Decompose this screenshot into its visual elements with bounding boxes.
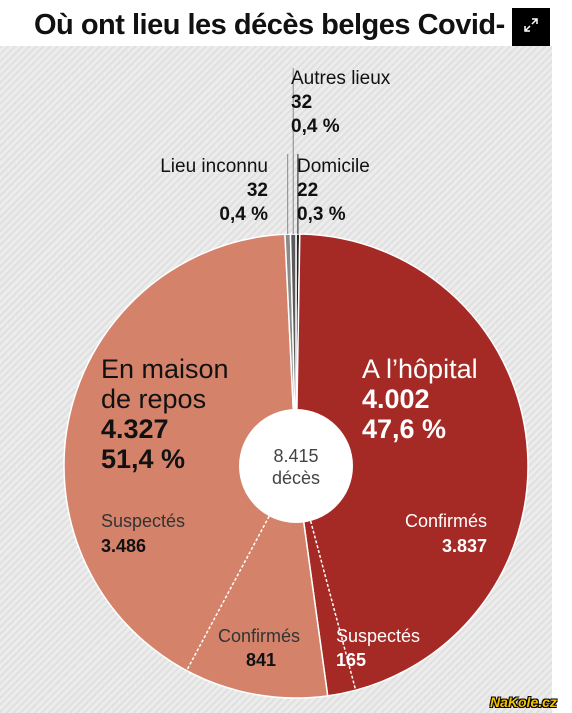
label-inconnu-name: Lieu inconnu	[160, 156, 268, 177]
label-maison-percent: 51,4 %	[101, 444, 185, 474]
label-maison-suspectes: Suspectés	[101, 511, 185, 531]
expand-button[interactable]	[512, 8, 550, 46]
label-inconnu-count: 32	[247, 180, 268, 201]
label-hopital-suspectes: Suspectés	[336, 626, 420, 646]
watermark: NaKole.cz	[490, 694, 557, 710]
label-domicile-name: Domicile	[297, 156, 370, 177]
label-maison-name-1: En maison	[101, 354, 229, 384]
slice-maison	[63, 233, 329, 699]
slice-hopital	[295, 233, 529, 697]
center-total-label: décès	[272, 468, 320, 488]
label-hopital-percent: 47,6 %	[362, 414, 446, 444]
label-domicile-count: 22	[297, 180, 318, 201]
label-hopital-suspectes-count: 165	[336, 650, 366, 670]
label-inconnu-percent: 0,4 %	[219, 204, 268, 225]
label-domicile-percent: 0,3 %	[297, 204, 346, 225]
label-maison-confirmes-count: 841	[246, 650, 276, 670]
label-autres-percent: 0,4 %	[291, 116, 340, 137]
label-hopital-count: 4.002	[362, 384, 430, 414]
label-hopital-name: A l’hôpital	[362, 354, 478, 384]
center-total-value: 8.415	[273, 446, 318, 466]
label-maison-suspectes-count: 3.486	[101, 536, 146, 556]
divider-maison	[185, 515, 270, 671]
label-maison-confirmes: Confirmés	[218, 626, 300, 646]
label-maison-count: 4.327	[101, 414, 169, 444]
center-hole	[239, 409, 353, 523]
label-hopital-confirmes-count: 3.837	[442, 536, 487, 556]
page-title: Où ont lieu les décès belges Covid-	[34, 9, 505, 41]
label-maison-name-2: de repos	[101, 384, 206, 414]
label-hopital-confirmes: Confirmés	[405, 511, 487, 531]
label-autres-count: 32	[291, 92, 312, 113]
divider-hopital	[309, 520, 357, 691]
label-autres-name: Autres lieux	[291, 68, 391, 89]
expand-icon	[523, 17, 539, 38]
